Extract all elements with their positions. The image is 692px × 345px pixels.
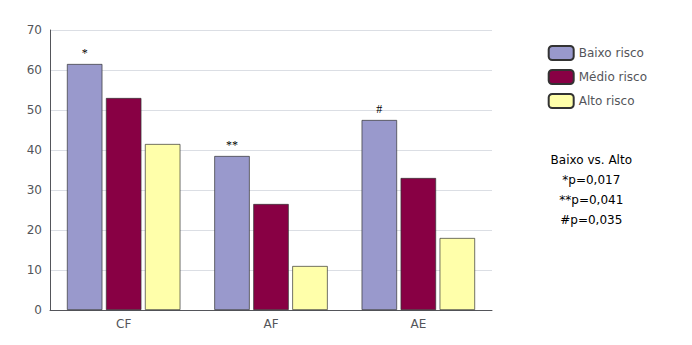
svg-text:AF: AF <box>263 317 278 331</box>
svg-text:CF: CF <box>116 317 131 331</box>
svg-text:60: 60 <box>27 63 42 77</box>
svg-text:20: 20 <box>27 223 42 237</box>
svg-text:40: 40 <box>27 143 42 157</box>
svg-text:50: 50 <box>27 103 42 117</box>
svg-text:*p=0,017: *p=0,017 <box>562 173 620 187</box>
svg-text:#p=0,035: #p=0,035 <box>560 213 622 227</box>
svg-text:10: 10 <box>27 263 42 277</box>
svg-text:AE: AE <box>410 317 426 331</box>
svg-text:#: # <box>376 102 382 116</box>
svg-text:30: 30 <box>27 183 42 197</box>
svg-text:**p=0,041: **p=0,041 <box>559 193 623 207</box>
svg-text:*: * <box>82 46 88 60</box>
svg-text:70: 70 <box>27 23 42 37</box>
svg-text:**: ** <box>226 138 238 152</box>
svg-text:Baixo risco: Baixo risco <box>579 46 644 60</box>
svg-text:Médio risco: Médio risco <box>579 70 647 84</box>
svg-text:0: 0 <box>34 303 42 317</box>
svg-text:Baixo vs. Alto: Baixo vs. Alto <box>551 153 632 167</box>
svg-text:Alto risco: Alto risco <box>579 94 635 108</box>
